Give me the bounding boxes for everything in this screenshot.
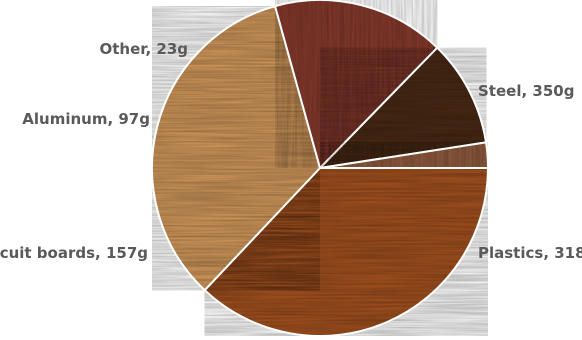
slice-label-aluminum: Aluminum, 97g <box>22 110 150 128</box>
slice-label-plastics: Plastics, 318g <box>478 244 582 262</box>
pie-slice-edge-steel <box>203 167 489 338</box>
pie-slice-edge-aluminum <box>319 46 488 169</box>
pie-slice-circuit-boards <box>274 0 439 169</box>
pie-slice-plastics <box>151 5 321 292</box>
pie-slice-other <box>319 141 489 169</box>
slice-label-steel: Steel, 350g <box>478 82 574 100</box>
pie-slice-grain-steel <box>204 168 488 337</box>
labels-layer: Steel, 350g Plastics, 318g Circuit boards,… <box>0 40 582 262</box>
pie-slice-grain-aluminum <box>320 47 487 169</box>
pie-slice-steel <box>203 167 489 338</box>
pie-slice-edge-plastics <box>151 5 321 292</box>
pie-slice-edge-other <box>319 141 489 169</box>
slice-label-other: Other, 23g <box>100 40 189 58</box>
pie-slice-aluminum <box>319 46 488 169</box>
slice-label-circuit-boards: Circuit boards, 157g <box>0 244 148 262</box>
pie-slice-grain-circuit-boards <box>275 0 438 169</box>
pie-slice-edge-circuit-boards <box>274 0 439 169</box>
pie-slice-grain-plastics <box>151 6 320 291</box>
slices-layer <box>151 0 489 338</box>
